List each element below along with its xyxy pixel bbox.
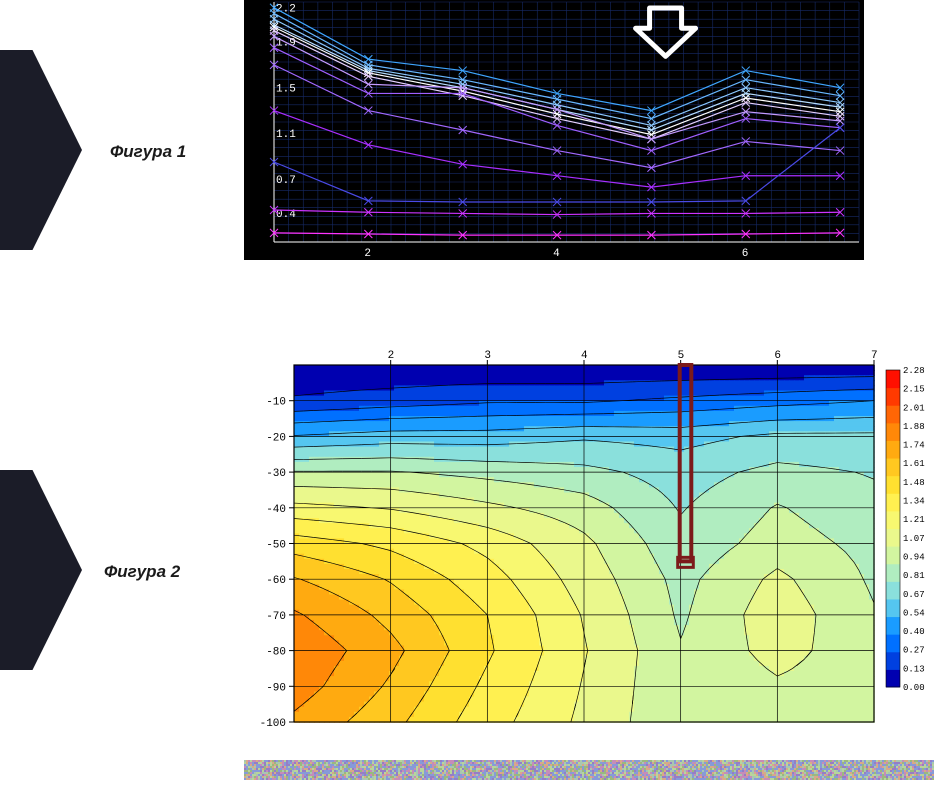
svg-text:4: 4 [553,248,560,260]
svg-text:1.1: 1.1 [276,129,296,141]
svg-text:2: 2 [364,248,371,260]
noise-strip [244,760,934,780]
figure1-label: Фигура 1 [110,142,186,162]
figure1-chart: 0.40.71.11.51.92.2246 [244,0,864,260]
figure2-chart: 234567-10-20-30-40-50-60-70-80-90-1000.0… [244,345,934,730]
pointer-shape-2 [0,470,82,670]
svg-text:6: 6 [742,248,749,260]
svg-text:1.5: 1.5 [276,83,296,95]
svg-text:0.7: 0.7 [276,175,296,187]
pointer-shape-1 [0,50,82,250]
figure2-label: Фигура 2 [104,562,180,582]
